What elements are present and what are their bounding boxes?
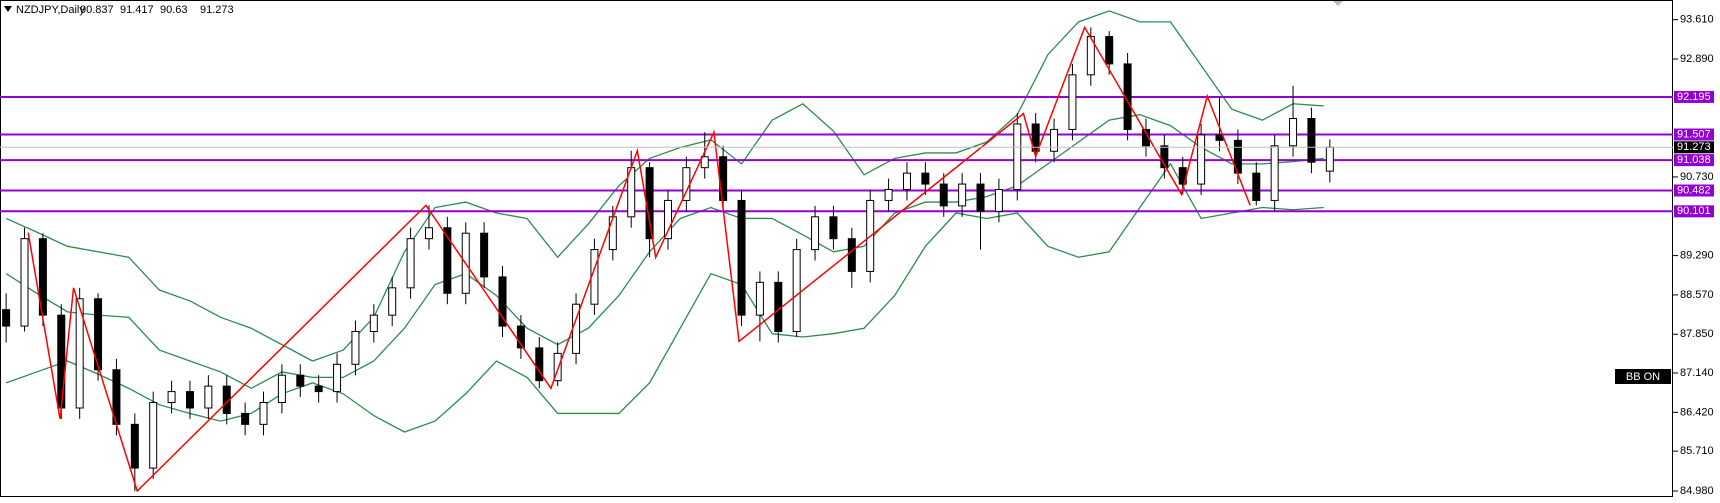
candle-body — [737, 199, 746, 316]
y-tick-label: 89.290 — [1680, 250, 1714, 262]
candle-body — [480, 232, 489, 278]
candle-body — [1270, 145, 1279, 201]
y-tick-label: 90.730 — [1680, 171, 1714, 183]
candle-body — [1050, 128, 1059, 152]
candle-body — [1215, 134, 1224, 141]
candle-body — [333, 363, 342, 393]
candle-body — [1307, 118, 1316, 163]
candle-body — [130, 423, 139, 469]
level-label: 90.101 — [1677, 205, 1711, 217]
band-middle — [5, 114, 1324, 390]
candle-body — [829, 216, 838, 240]
candle-body — [921, 172, 930, 185]
candle-body — [149, 402, 158, 469]
price-label-box — [1674, 141, 1714, 154]
candle-body — [498, 276, 507, 327]
y-tick-label: 86.420 — [1680, 406, 1714, 418]
candle-body — [755, 281, 764, 316]
badge-box — [1615, 369, 1671, 384]
candle-body — [994, 189, 1003, 212]
candle-body — [700, 156, 709, 169]
level-label-box — [1674, 154, 1714, 167]
candle-body — [167, 391, 176, 404]
level-label: 91.507 — [1677, 128, 1711, 140]
candle-body — [20, 238, 29, 327]
level-label-box — [1674, 184, 1714, 197]
level-label: 90.482 — [1677, 184, 1711, 196]
candle-body — [553, 352, 562, 382]
header-close: 91.273 — [200, 4, 234, 16]
y-tick-label: 85.710 — [1680, 445, 1714, 457]
badge: BB ON — [1626, 371, 1660, 383]
chart-title: NZDJPY,Daily — [16, 4, 85, 16]
candle-body — [535, 347, 544, 382]
candle-body — [1160, 145, 1169, 169]
band-upper — [5, 10, 1324, 362]
level-label: 91.038 — [1677, 154, 1711, 166]
y-tick-label: 88.570 — [1680, 289, 1714, 301]
candle-body — [351, 331, 360, 365]
candle-body — [1252, 172, 1261, 201]
y-tick-label: 87.140 — [1680, 367, 1714, 379]
candle-body — [259, 402, 268, 425]
candle-body — [1031, 123, 1040, 152]
candle-body — [424, 227, 433, 240]
candle-body — [185, 391, 194, 409]
candle-body — [204, 385, 213, 409]
header-high: 91.417 — [120, 4, 154, 16]
candle-body — [1289, 118, 1298, 147]
candle-body — [75, 298, 84, 409]
level-label-box — [1674, 90, 1714, 103]
candle-body — [277, 374, 286, 404]
y-tick-label: 84.980 — [1680, 485, 1714, 497]
header-open: 90.837 — [80, 4, 114, 16]
candle-body — [241, 412, 250, 425]
y-tick-label: 93.610 — [1680, 14, 1714, 26]
price-label: 91.273 — [1677, 141, 1711, 153]
candle-body — [792, 249, 801, 333]
candle-body — [1325, 146, 1334, 172]
candle-body — [516, 325, 525, 349]
candle-body — [57, 314, 66, 409]
candle-body — [976, 183, 985, 212]
candle-body — [314, 385, 323, 393]
candle-body — [296, 374, 305, 387]
zigzag — [27, 25, 1251, 493]
candle-body — [902, 172, 911, 191]
candle-body — [443, 227, 452, 294]
candle-body — [608, 216, 617, 251]
candle-body — [663, 199, 672, 240]
candle-body — [94, 298, 103, 371]
candle-body — [1105, 36, 1114, 65]
candle-body — [2, 309, 11, 327]
candle-body — [847, 238, 856, 272]
candle-body — [369, 314, 378, 333]
candle-body — [388, 287, 397, 316]
shift-marker — [1333, 1, 1343, 6]
band-lower — [5, 162, 1324, 433]
candle-body — [1197, 134, 1206, 185]
candle-body — [939, 183, 948, 207]
plot-border — [0, 0, 1673, 497]
level-label-box — [1674, 205, 1714, 218]
level-label: 92.195 — [1677, 91, 1711, 103]
header-arrow — [4, 6, 12, 12]
candle-body — [1013, 123, 1022, 191]
candle-body — [406, 238, 415, 289]
candle-body — [774, 281, 783, 333]
y-tick-label: 92.890 — [1680, 53, 1714, 65]
candle-body — [811, 216, 820, 251]
candle-body — [1068, 74, 1077, 130]
header-low: 90.63 — [160, 4, 188, 16]
y-tick-label: 87.850 — [1680, 328, 1714, 340]
candle-body — [884, 189, 893, 201]
level-label-box — [1674, 128, 1714, 141]
candle-body — [958, 183, 967, 207]
